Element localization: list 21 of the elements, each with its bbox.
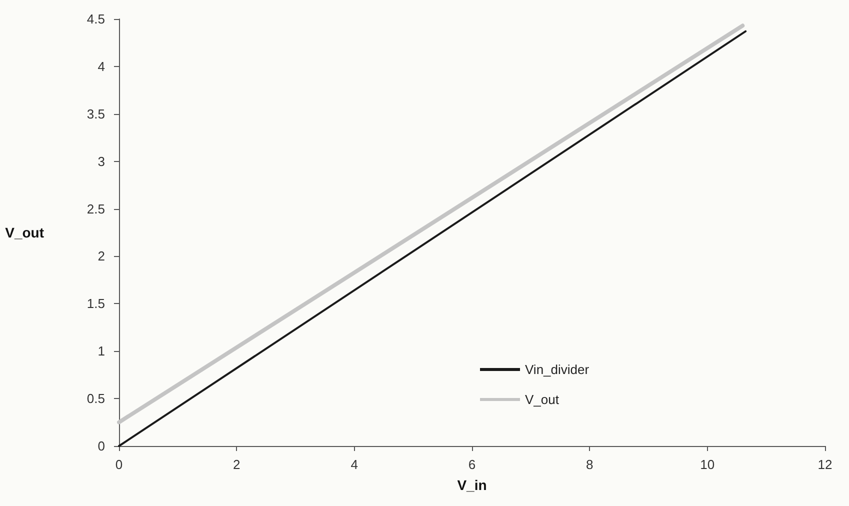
- y-tick-label: 2: [98, 248, 105, 264]
- x-tick-label: 8: [586, 457, 594, 472]
- x-tick-label: 12: [818, 457, 832, 472]
- x-tick-label: 0: [115, 457, 123, 472]
- y-tick-label: 1.5: [86, 296, 105, 312]
- y-tick-label: 4: [98, 58, 105, 74]
- y-tick-label: 2.5: [86, 201, 105, 216]
- x-tick-label: 4: [350, 457, 358, 472]
- legend-label: V_out: [525, 392, 560, 407]
- x-tick-label: 6: [468, 457, 476, 472]
- y-tick-label: 4.5: [86, 12, 105, 26]
- x-tick-label: 10: [700, 457, 715, 472]
- y-tick-label: 3.5: [86, 106, 105, 122]
- y-tick-label: 0: [98, 438, 105, 454]
- legend-label: Vin_divider: [525, 362, 590, 377]
- x-axis-title: V_in: [457, 477, 487, 493]
- y-axis-title: V_out: [5, 224, 44, 240]
- y-tick-label: 1: [98, 344, 105, 359]
- y-tick-label: 0.5: [86, 391, 105, 406]
- y-tick-label: 3: [98, 154, 105, 169]
- x-tick-label: 2: [233, 457, 240, 472]
